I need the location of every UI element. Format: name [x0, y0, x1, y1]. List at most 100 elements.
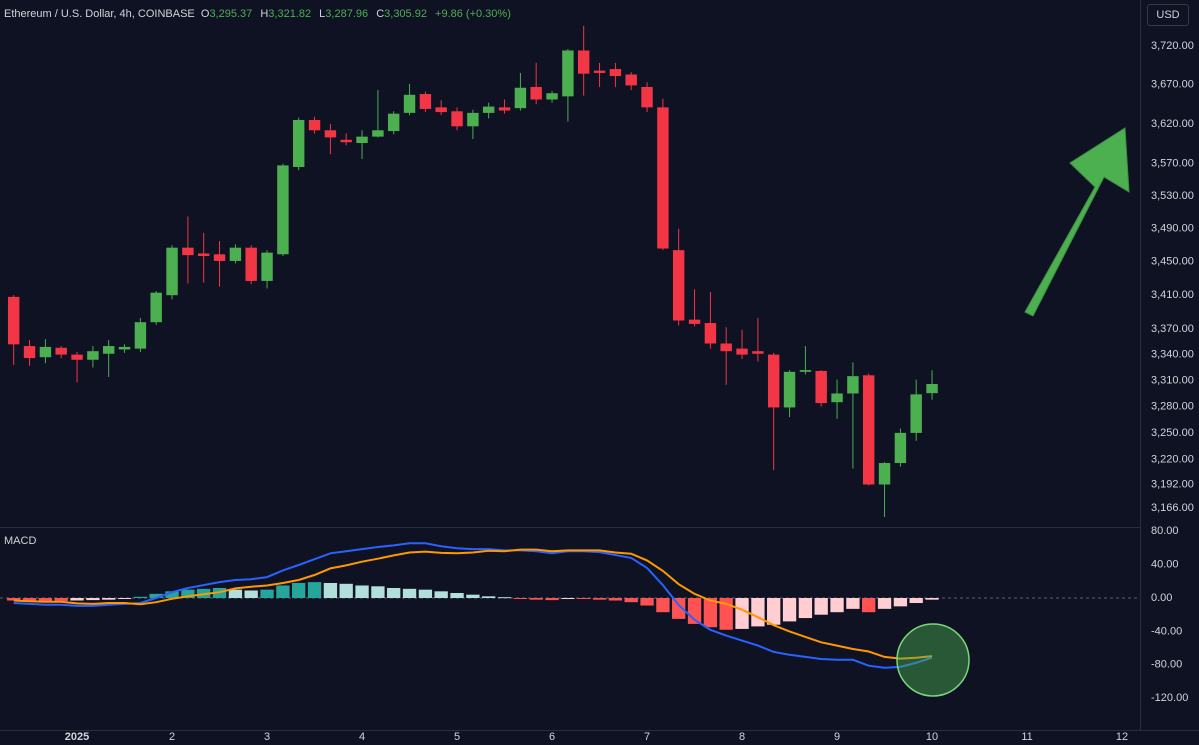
candle-body	[609, 69, 622, 77]
histogram-bar	[102, 598, 116, 600]
candle-body	[87, 351, 99, 360]
y-tick-label: -80.00	[1151, 659, 1182, 671]
candle-body	[182, 247, 194, 256]
candle-body	[166, 247, 178, 296]
x-tick-label: 3	[264, 731, 270, 743]
candle-body	[926, 384, 938, 394]
candle-body	[387, 113, 400, 132]
candle-body	[783, 371, 796, 408]
histogram-bar	[513, 598, 528, 600]
histogram-bar	[70, 598, 84, 601]
histogram-bar	[355, 585, 369, 599]
candle-body	[229, 247, 242, 261]
histogram-bar	[497, 597, 512, 599]
histogram-bar	[561, 598, 575, 600]
histogram-bar	[86, 598, 100, 601]
histogram-bar	[862, 598, 876, 613]
candle-body	[134, 322, 147, 349]
histogram-bar	[925, 598, 939, 600]
histogram-bar	[751, 598, 765, 627]
y-tick-label: -120.00	[1151, 692, 1188, 704]
histogram-bar	[798, 598, 813, 619]
candle-body	[736, 348, 748, 355]
histogram-bar	[830, 598, 844, 613]
x-tick-label: 11	[1021, 731, 1032, 743]
y-tick-label: 3,310.00	[1151, 374, 1194, 386]
histogram-bar	[640, 598, 654, 606]
candle-body	[197, 253, 210, 256]
candle-body	[498, 107, 511, 111]
y-tick-label: 3,670.00	[1151, 79, 1194, 91]
y-tick-label: 3,250.00	[1151, 427, 1194, 439]
histogram-bar	[592, 598, 607, 600]
currency-button[interactable]: USD	[1147, 4, 1189, 26]
histogram-bar	[228, 589, 243, 599]
y-tick-label: 80.00	[1151, 525, 1179, 537]
candle-body	[419, 94, 432, 109]
histogram-bar	[577, 598, 591, 600]
histogram-bar	[893, 598, 908, 607]
x-tick-label: 2	[169, 731, 175, 743]
x-tick-label: 2025	[65, 731, 89, 743]
candle-body	[277, 165, 289, 255]
histogram-bar	[165, 591, 179, 599]
candle-body	[324, 130, 337, 138]
y-tick-label: 3,192.00	[1151, 478, 1194, 490]
histogram-bar	[117, 598, 132, 600]
x-tick-label: 12	[1116, 731, 1128, 743]
histogram-bar	[22, 598, 37, 601]
y-tick-label: 3,720.00	[1151, 40, 1194, 52]
label: C	[376, 8, 385, 20]
histogram-bar	[54, 598, 68, 601]
candle-body	[308, 119, 321, 131]
y-tick-label: -40.00	[1151, 625, 1182, 637]
histogram-bar	[482, 596, 496, 599]
label: L	[319, 8, 326, 20]
y-tick-label: 3,620.00	[1151, 118, 1194, 130]
candle-body	[39, 346, 52, 358]
candle-body	[546, 93, 558, 100]
candle-body	[213, 254, 226, 261]
histogram-bar	[307, 582, 322, 599]
histogram-bar	[181, 589, 195, 599]
candle-body	[910, 394, 922, 433]
candle-body	[55, 347, 67, 355]
candle-body	[261, 252, 273, 281]
y-tick-label: 3,530.00	[1151, 190, 1194, 202]
histogram-bar	[877, 598, 892, 609]
x-tick-label: 9	[834, 731, 840, 743]
histogram-bar	[624, 598, 638, 603]
histogram-bar	[402, 588, 417, 599]
y-tick-label: 3,490.00	[1151, 223, 1194, 235]
y-tick-label: 3,340.00	[1151, 349, 1194, 361]
pane-title: MACD	[4, 535, 36, 547]
x-tick-label: 4	[359, 731, 365, 743]
candle-body	[767, 354, 780, 408]
histogram-bar	[418, 589, 433, 599]
candle-body	[847, 376, 859, 394]
value: 3,295.37	[209, 8, 253, 20]
histogram-bar	[656, 598, 670, 613]
value: 3,321.82	[268, 8, 312, 20]
histogram-bar	[276, 585, 290, 599]
indicator-line	[13, 542, 933, 669]
histogram-bar	[814, 598, 828, 615]
y-tick-label: 3,570.00	[1151, 158, 1194, 170]
candle-body	[23, 346, 36, 359]
candle-body	[102, 346, 115, 354]
candle-body	[451, 111, 463, 127]
candle-body	[71, 354, 83, 360]
histogram-bar	[529, 598, 543, 600]
histogram-bar	[38, 598, 53, 601]
histogram-bar	[387, 587, 401, 599]
histogram-bar	[703, 598, 718, 628]
histogram-bar	[735, 598, 749, 629]
candle-body	[562, 50, 574, 97]
candle-body	[403, 94, 416, 113]
label: O	[200, 8, 210, 20]
x-tick-label: 5	[454, 731, 460, 743]
histogram-bar	[608, 598, 623, 601]
candle-body	[593, 70, 606, 73]
